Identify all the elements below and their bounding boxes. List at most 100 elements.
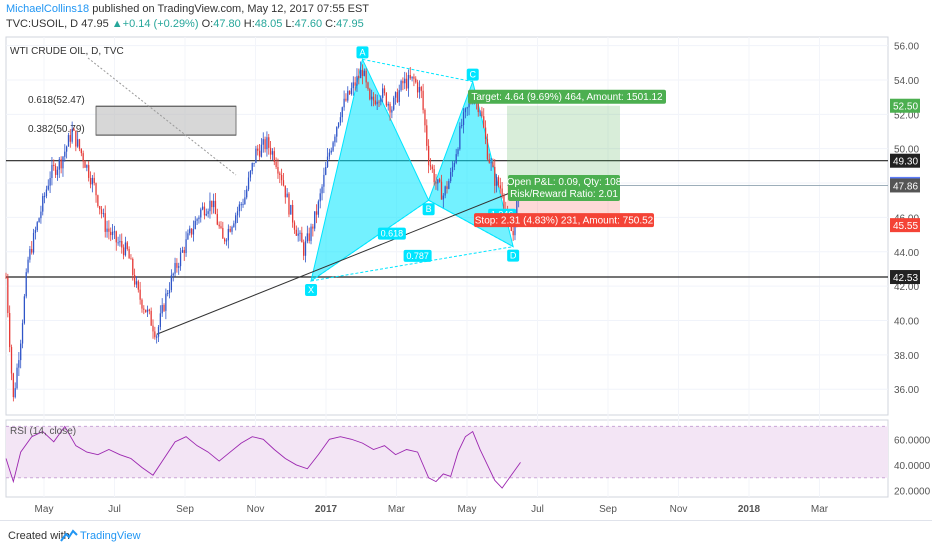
rsi-tick-label: 60.0000	[894, 435, 931, 446]
candle-body	[124, 242, 127, 256]
candle-body	[53, 164, 55, 167]
pattern-point-marker	[356, 46, 369, 59]
harmonic-pattern	[310, 57, 514, 283]
candle-body	[396, 92, 399, 103]
pattern-point-marker	[507, 249, 520, 262]
candle-body	[492, 162, 494, 167]
candle-body	[21, 323, 24, 344]
fib-level-label: 0.618(52.47)	[28, 95, 85, 106]
candle-body	[407, 75, 410, 89]
candle-body	[251, 163, 253, 171]
low-label: L:	[285, 18, 295, 30]
candle-body	[295, 229, 297, 236]
pattern-point-marker	[422, 203, 435, 216]
candle-body	[187, 233, 189, 240]
candle-body	[47, 185, 49, 190]
candle-body	[459, 126, 461, 150]
published-text: published on TradingView.com, May 12, 20…	[92, 3, 370, 15]
candle-body	[128, 249, 130, 259]
candle-body	[343, 98, 345, 108]
time-tick-label: Sep	[176, 504, 194, 515]
candle-body	[277, 167, 279, 174]
candle-body	[211, 200, 213, 208]
candle-body	[466, 107, 468, 109]
candle-body	[60, 159, 62, 169]
price-line-badge-label: 49.30	[893, 157, 918, 168]
candle-body	[117, 242, 119, 244]
candle-body	[330, 150, 332, 153]
chart-header: MichaelCollins18 published on TradingVie…	[0, 0, 932, 36]
candle-body	[161, 305, 163, 314]
candle-body	[18, 360, 20, 368]
time-tick-label: May	[35, 504, 54, 515]
candle-body	[40, 211, 42, 219]
candle-body	[196, 219, 198, 221]
candle-body	[91, 177, 94, 185]
candle-body	[383, 88, 386, 94]
candle-body	[290, 204, 292, 215]
candle-body	[488, 159, 490, 163]
candle-body	[464, 108, 467, 113]
candle-body	[12, 373, 14, 398]
candle-body	[321, 186, 323, 194]
candle-body	[433, 169, 435, 183]
candle-body	[404, 78, 406, 84]
candle-body	[398, 90, 400, 103]
rsi-line	[5, 425, 521, 489]
candle-body	[25, 272, 27, 297]
footer: Created with TradingView	[0, 520, 932, 551]
pattern-ratio-marker	[377, 227, 406, 240]
price-chart[interactable]: 56.0054.0052.0050.0048.0046.0044.0042.00…	[0, 0, 932, 520]
candle-body	[497, 177, 500, 186]
candle-body	[315, 211, 318, 215]
pattern-point-label: C	[469, 70, 476, 80]
price-tick-label: 56.00	[894, 42, 919, 53]
candle-body	[422, 90, 424, 110]
candle-body	[348, 90, 351, 94]
candle-body	[268, 137, 270, 148]
candle-body	[426, 125, 428, 146]
stop-label: Stop: 2.31 (4.83%) 231, Amount: 750.52	[475, 216, 654, 227]
candle-body	[150, 310, 152, 326]
candle-body	[477, 101, 479, 113]
candle-body	[222, 227, 224, 239]
candle-body	[54, 166, 57, 175]
candle-body	[484, 127, 487, 139]
candle-body	[163, 305, 165, 311]
candle-body	[512, 231, 514, 236]
candle-body	[181, 250, 184, 253]
price-badge-label: 52.50	[893, 102, 918, 113]
candle-body	[448, 181, 450, 189]
pattern-point-marker	[305, 283, 318, 296]
candle-body	[157, 326, 160, 337]
candle-body	[126, 242, 128, 250]
candle-body	[411, 76, 413, 79]
candle-body	[376, 101, 378, 105]
candle-body	[235, 215, 237, 224]
pattern-point-marker	[466, 68, 479, 81]
price-line-badge	[890, 270, 920, 285]
candle-body	[51, 164, 53, 179]
candle-body	[244, 197, 246, 205]
candle-body	[113, 231, 116, 233]
candle-body	[266, 137, 268, 150]
candles	[5, 61, 522, 402]
change-value: +0.14 (+0.29%)	[122, 18, 199, 30]
candle-body	[409, 75, 411, 79]
candle-body	[42, 196, 44, 212]
candle-body	[27, 259, 29, 273]
candle-body	[170, 275, 173, 290]
candle-body	[288, 193, 290, 215]
pattern-ratio-line	[428, 199, 514, 248]
fib-level-label: 0.382(50.79)	[28, 124, 85, 135]
candle-body	[152, 325, 154, 332]
last-price: 47.95	[81, 18, 109, 30]
author-link[interactable]: MichaelCollins18	[6, 3, 90, 15]
candle-body	[264, 139, 266, 150]
candle-body	[260, 144, 263, 157]
high-value: 48.05	[254, 18, 283, 30]
tradingview-brand[interactable]: TradingView	[80, 530, 141, 542]
candle-body	[168, 289, 171, 294]
candle-body	[100, 209, 103, 214]
candle-body	[102, 213, 105, 215]
